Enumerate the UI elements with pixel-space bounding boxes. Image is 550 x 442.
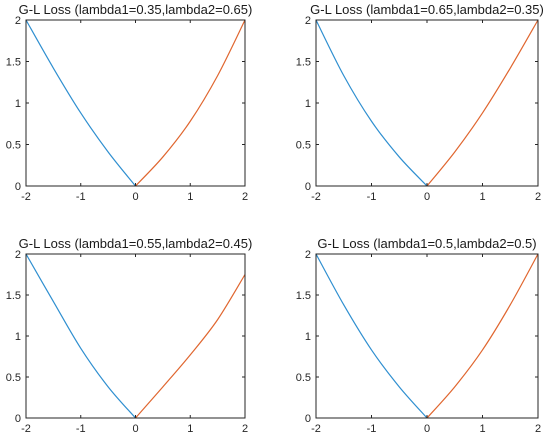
y-tick-label: 0 [305,413,311,425]
y-tick-label: 0 [15,413,21,425]
x-tick-label: 2 [242,191,248,203]
subplot-title: G-L Loss (lambda1=0.5,lambda2=0.5) [317,236,536,251]
series-line-negative-branch [25,19,136,187]
subplot-title: G-L Loss (lambda1=0.55,lambda2=0.45) [19,236,253,251]
y-tick-label: 1.5 [296,57,311,69]
x-tick-label: 2 [242,423,248,435]
x-tick-label: 1 [187,423,193,435]
series-line-negative-branch [25,253,136,419]
y-tick-label: 0.5 [296,372,311,384]
subplot-1: G-L Loss (lambda1=0.35,lambda2=0.65) -2 -1… [6,2,253,203]
series-line-positive-branch [135,274,246,419]
y-tick-label: 2 [305,15,311,27]
x-tick-label: -1 [76,423,86,435]
y-tick-label: 0.5 [296,140,311,152]
x-tick-label: -1 [76,191,86,203]
axes-box [315,19,539,187]
x-tick-label: 0 [132,423,138,435]
axes-box [315,253,539,419]
x-tick-label: 2 [535,191,541,203]
y-tick-label: 2 [15,249,21,261]
x-tick-label: -1 [367,423,377,435]
subplot-title: G-L Loss (lambda1=0.65,lambda2=0.35) [310,2,544,17]
x-tick-label: 0 [132,191,138,203]
x-tick-label: -2 [21,423,31,435]
series-line-positive-branch [426,19,539,187]
x-tick-label: -1 [367,191,377,203]
y-tick-label: 0 [15,181,21,193]
subplot-title: G-L Loss (lambda1=0.35,lambda2=0.65) [19,2,253,17]
x-tick-label: 1 [479,423,485,435]
series-line-positive-branch [426,253,539,419]
y-tick-label: 1.5 [6,57,21,69]
x-tick-label: 0 [424,423,430,435]
subplot-3: G-L Loss (lambda1=0.55,lambda2=0.45) -2 -1… [6,236,253,435]
subplot-4: G-L Loss (lambda1=0.5,lambda2=0.5) -2 -1 0 1… [296,236,541,435]
series-line-positive-branch [135,19,246,187]
y-tick-label: 1.5 [6,290,21,302]
x-tick-label: -2 [21,191,31,203]
y-tick-label: 2 [15,15,21,27]
x-tick-label: 2 [535,423,541,435]
y-tick-label: 1 [15,98,21,110]
y-tick-label: 1 [305,98,311,110]
series-line-negative-branch [315,253,428,419]
y-tick-label: 1 [15,331,21,343]
x-tick-label: 1 [187,191,193,203]
y-tick-label: 0 [305,181,311,193]
series-line-negative-branch [315,19,428,187]
subplot-2: G-L Loss (lambda1=0.65,lambda2=0.35) -2 -1… [296,2,544,203]
x-tick-label: 0 [424,191,430,203]
axes-box [25,19,246,187]
y-tick-label: 0.5 [6,140,21,152]
y-tick-label: 1.5 [296,290,311,302]
y-tick-label: 0.5 [6,372,21,384]
y-tick-label: 2 [305,249,311,261]
axes-box [25,253,246,419]
y-tick-label: 1 [305,331,311,343]
x-tick-label: -2 [311,423,321,435]
x-tick-label: 1 [479,191,485,203]
x-tick-label: -2 [311,191,321,203]
